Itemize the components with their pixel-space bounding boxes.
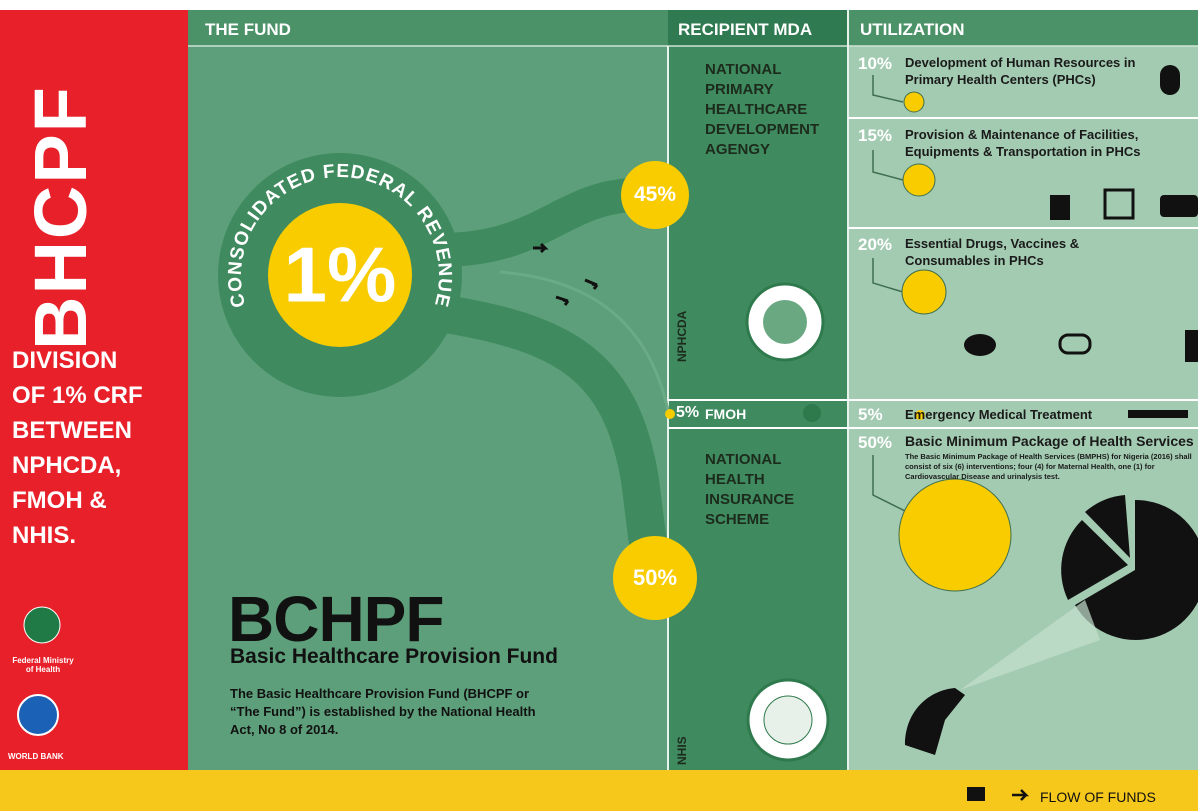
nphcda-logo xyxy=(763,300,807,344)
mda-name: FMOH xyxy=(705,406,746,422)
mda-code: NHIS xyxy=(675,736,689,765)
share-text: Provision & Maintenance of Facilities, E… xyxy=(905,126,1195,160)
share-circle xyxy=(903,164,935,196)
icon xyxy=(1160,195,1198,217)
mda-name: NATIONAL HEALTH INSURANCE SCHEME xyxy=(705,450,825,530)
infographic: CONSOLIDATED FEDERAL REVENUE xyxy=(0,0,1198,811)
split-label: 5% xyxy=(676,404,699,422)
bank-label: WORLD BANK xyxy=(8,752,64,761)
share-circle xyxy=(902,270,946,314)
sidebar-heading: NPHCDA, xyxy=(12,448,121,483)
mda-name: NATIONAL PRIMARY HEALTHCARE DEVELOPMENT … xyxy=(705,60,845,160)
icon xyxy=(1160,65,1180,95)
share-circle xyxy=(904,92,924,112)
header-label: THE FUND xyxy=(205,20,291,40)
footer-bar xyxy=(0,770,1198,811)
mda-code: NPHCDA xyxy=(675,311,689,362)
share-circle xyxy=(899,479,1011,591)
split-circle xyxy=(665,409,675,419)
icon xyxy=(1185,330,1198,362)
sidebar-title: BHCPF xyxy=(18,85,103,350)
fund-description: The Basic Healthcare Provision Fund (BHC… xyxy=(230,685,560,739)
sidebar-heading: NHIS. xyxy=(12,518,76,553)
sidebar-heading: FMOH & xyxy=(12,483,107,518)
sidebar-heading: DIVISION xyxy=(12,343,117,378)
share-text: Basic Minimum Package of Health Services xyxy=(905,433,1195,450)
share-text: Development of Human Resources in Primar… xyxy=(905,54,1145,88)
ministry-label: Federal Ministry of Health xyxy=(8,656,78,674)
icon xyxy=(964,334,996,356)
share-label: 10% xyxy=(858,54,892,74)
share-text: Essential Drugs, Vaccines & Consumables … xyxy=(905,235,1105,269)
share-label: 5% xyxy=(858,405,883,425)
world-bank-logo xyxy=(18,695,58,735)
header-label: RECIPIENT MDA xyxy=(678,20,812,40)
fund-share: 1% xyxy=(284,230,397,321)
share-label: 50% xyxy=(858,433,892,453)
sidebar-heading: OF 1% CRF xyxy=(12,378,143,413)
split-label: 50% xyxy=(633,565,677,591)
icon xyxy=(1050,195,1070,220)
header-label: UTILIZATION xyxy=(860,20,965,40)
coat-of-arms xyxy=(24,607,60,643)
fund-name: Basic Healthcare Provision Fund xyxy=(230,645,558,669)
truck-icon xyxy=(967,787,985,801)
share-text: Emergency Medical Treatment xyxy=(905,406,1195,423)
nhis-logo xyxy=(764,696,812,744)
legend-label: FLOW OF FUNDS xyxy=(1040,789,1156,805)
sidebar-heading: BETWEEN xyxy=(12,413,132,448)
fmoh-logo xyxy=(803,404,821,422)
share-label: 15% xyxy=(858,126,892,146)
share-label: 20% xyxy=(858,235,892,255)
share-detail: The Basic Minimum Package of Health Serv… xyxy=(905,452,1195,482)
split-label: 45% xyxy=(634,183,676,207)
